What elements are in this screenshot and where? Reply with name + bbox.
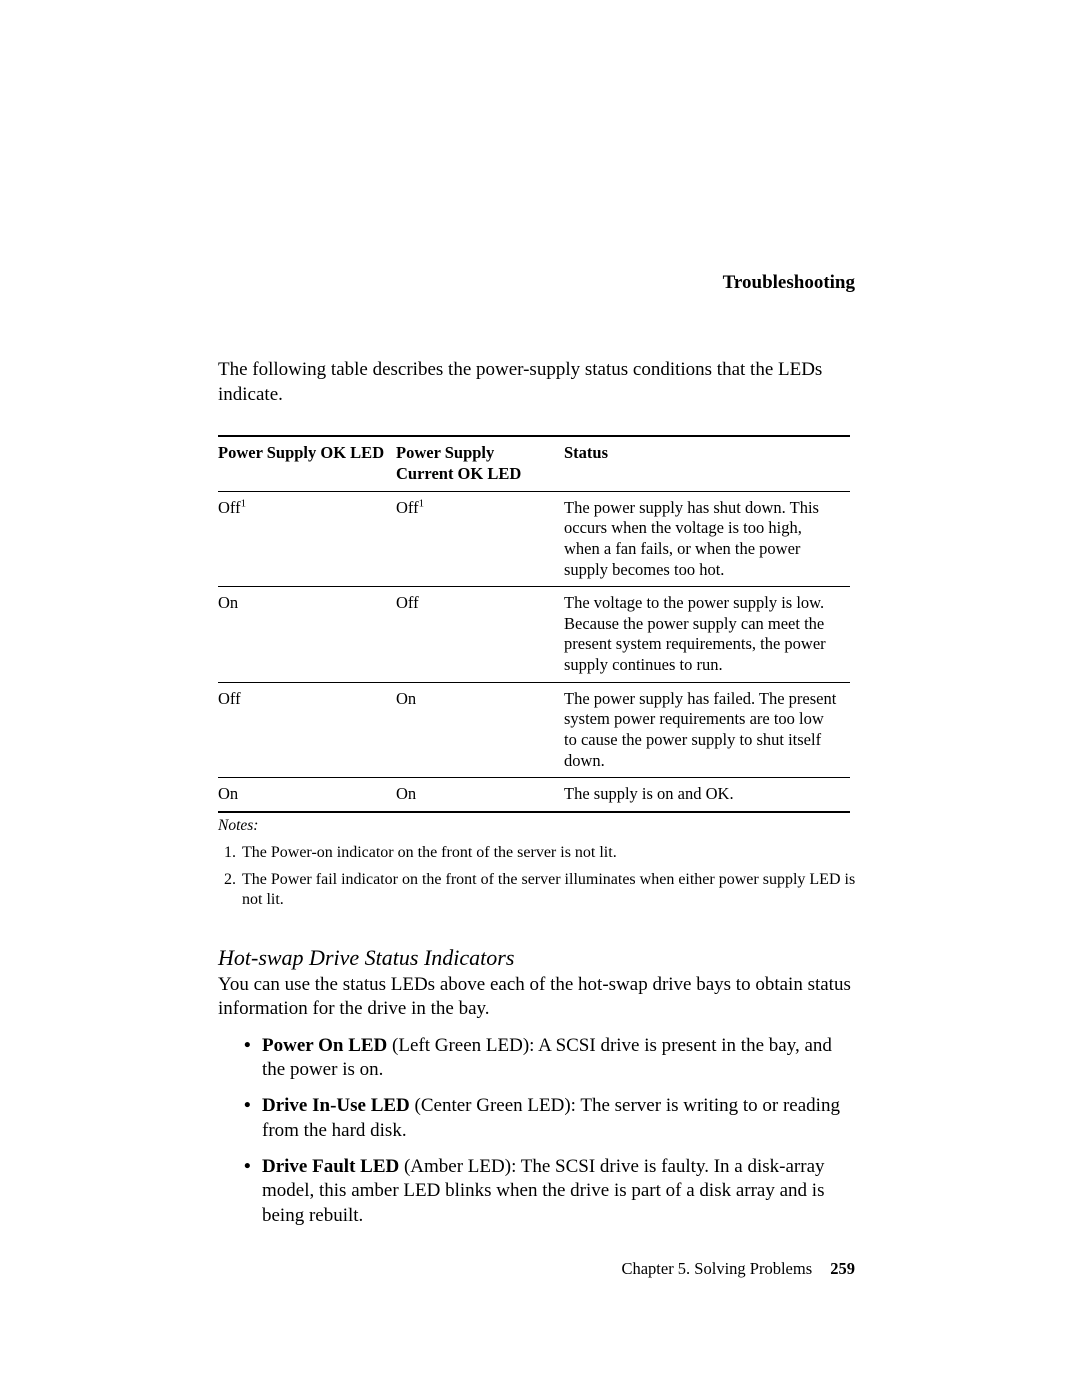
- note-item: The Power fail indicator on the front of…: [240, 870, 858, 912]
- column-header: Status: [564, 436, 850, 491]
- column-header: Power Supply Current OK LED: [396, 436, 564, 491]
- cell-text: Off: [218, 498, 241, 517]
- chapter-label: Chapter 5. Solving Problems: [621, 1259, 812, 1278]
- list-item: Drive In-Use LED (Center Green LED): The…: [244, 1094, 858, 1143]
- item-bold: Drive In-Use LED: [262, 1095, 410, 1116]
- cell-text: The voltage to the power supply is low. …: [564, 587, 850, 683]
- section-heading: Hot-swap Drive Status Indicators: [218, 945, 858, 971]
- notes-label: Notes:: [218, 817, 858, 835]
- table-row: On On The supply is on and OK.: [218, 778, 850, 812]
- item-bold: Drive Fault LED: [262, 1156, 399, 1177]
- item-bold: Power On LED: [262, 1035, 387, 1056]
- table-row: Off On The power supply has failed. The …: [218, 682, 850, 778]
- cell-text: On: [396, 784, 416, 803]
- list-item: Drive Fault LED (Amber LED): The SCSI dr…: [244, 1155, 858, 1228]
- list-item: Power On LED (Left Green LED): A SCSI dr…: [244, 1034, 858, 1083]
- note-item: The Power-on indicator on the front of t…: [240, 843, 858, 864]
- cell-text: Off: [218, 689, 241, 708]
- table-row: Off1 Off1 The power supply has shut down…: [218, 491, 850, 587]
- cell-text: Off: [396, 498, 419, 517]
- running-header: Troubleshooting: [723, 272, 855, 294]
- indicator-list: Power On LED (Left Green LED): A SCSI dr…: [218, 1034, 858, 1228]
- footnote-ref: 1: [419, 497, 425, 509]
- notes-list: The Power-on indicator on the front of t…: [218, 843, 858, 911]
- column-header: Power Supply OK LED: [218, 436, 396, 491]
- table-header-row: Power Supply OK LED Power Supply Current…: [218, 436, 850, 491]
- page-number: 259: [830, 1259, 855, 1278]
- cell-text: The supply is on and OK.: [564, 778, 850, 812]
- cell-text: Off: [396, 593, 419, 612]
- cell-text: On: [218, 593, 238, 612]
- power-supply-status-table: Power Supply OK LED Power Supply Current…: [218, 435, 850, 812]
- footnote-ref: 1: [241, 497, 247, 509]
- cell-text: On: [218, 784, 238, 803]
- cell-text: On: [396, 689, 416, 708]
- page-footer: Chapter 5. Solving Problems 259: [621, 1259, 855, 1279]
- page-content: The following table describes the power-…: [218, 358, 858, 1247]
- section-body: You can use the status LEDs above each o…: [218, 973, 858, 1022]
- table-row: On Off The voltage to the power supply i…: [218, 587, 850, 683]
- cell-text: The power supply has failed. The present…: [564, 682, 850, 778]
- intro-paragraph: The following table describes the power-…: [218, 358, 858, 407]
- cell-text: The power supply has shut down. This occ…: [564, 491, 850, 587]
